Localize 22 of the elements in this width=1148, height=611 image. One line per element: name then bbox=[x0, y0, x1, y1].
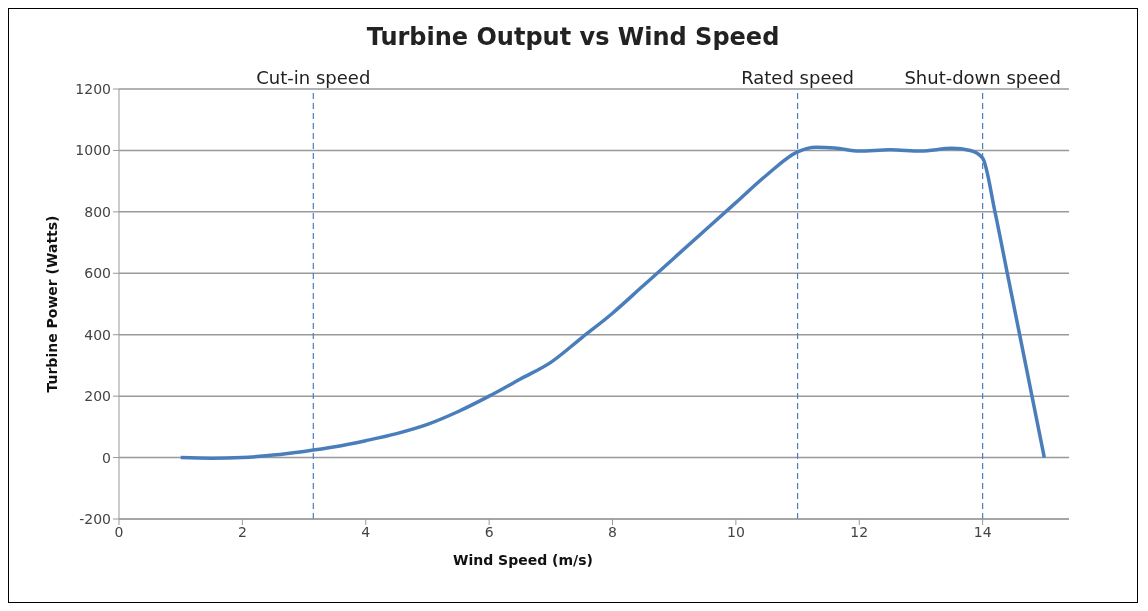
y-tick-label: 800 bbox=[84, 203, 111, 220]
x-tick-label: 0 bbox=[114, 523, 124, 540]
y-tick-label: 1000 bbox=[75, 142, 111, 159]
chart-title: Turbine Output vs Wind Speed bbox=[365, 22, 781, 53]
ref-line-label: Cut-in speed bbox=[256, 67, 371, 88]
x-tick-label: 4 bbox=[361, 523, 371, 540]
y-tick-label: -200 bbox=[79, 510, 111, 527]
y-tick-label: 600 bbox=[84, 265, 111, 282]
x-tick-label: 8 bbox=[608, 523, 617, 540]
x-tick-label: 2 bbox=[237, 523, 247, 540]
y-tick-label: 200 bbox=[84, 388, 111, 405]
y-tick-label: 400 bbox=[84, 326, 111, 343]
x-axis-title: Wind Speed (m/s) bbox=[453, 552, 593, 568]
y-tick-label: 1200 bbox=[75, 80, 111, 97]
y-axis-title: Turbine Power (Watts) bbox=[43, 215, 60, 393]
y-tick-label: 0 bbox=[102, 449, 111, 466]
x-tick-label: 6 bbox=[484, 523, 494, 540]
x-tick-label: 14 bbox=[973, 523, 992, 540]
ref-line-label: Shut-down speed bbox=[904, 67, 1061, 88]
x-tick-label: 10 bbox=[726, 523, 745, 540]
x-tick-label: 12 bbox=[850, 523, 869, 540]
ref-line-label: Rated speed bbox=[741, 67, 854, 88]
